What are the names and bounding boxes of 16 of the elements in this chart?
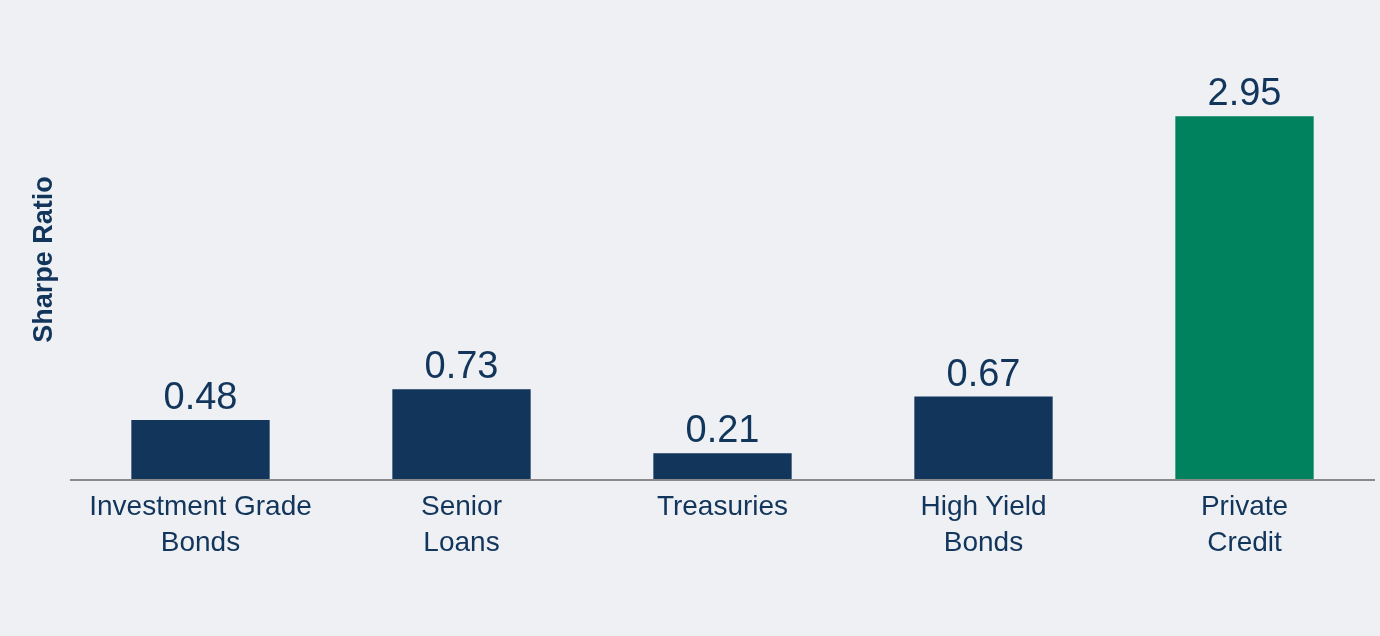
x-tick-label: Investment Grade Bonds bbox=[89, 489, 312, 557]
bar bbox=[653, 453, 792, 479]
bar bbox=[131, 419, 270, 479]
bar bbox=[914, 396, 1053, 479]
data-label: 0.21 bbox=[685, 408, 760, 451]
bar bbox=[392, 389, 531, 479]
data-label: 0.73 bbox=[424, 344, 499, 387]
x-tick-label: Senior Loans bbox=[421, 489, 502, 557]
x-tick-label: Private Credit bbox=[1200, 489, 1289, 557]
bar bbox=[1175, 116, 1314, 479]
data-label: 0.67 bbox=[946, 351, 1021, 394]
x-tick-label: High Yield Bonds bbox=[920, 489, 1047, 557]
y-axis-title: Sharpe Ratio bbox=[28, 176, 59, 343]
x-tick-label: Treasuries bbox=[656, 489, 789, 521]
data-label: 0.48 bbox=[163, 374, 238, 417]
data-label: 2.95 bbox=[1207, 71, 1282, 114]
